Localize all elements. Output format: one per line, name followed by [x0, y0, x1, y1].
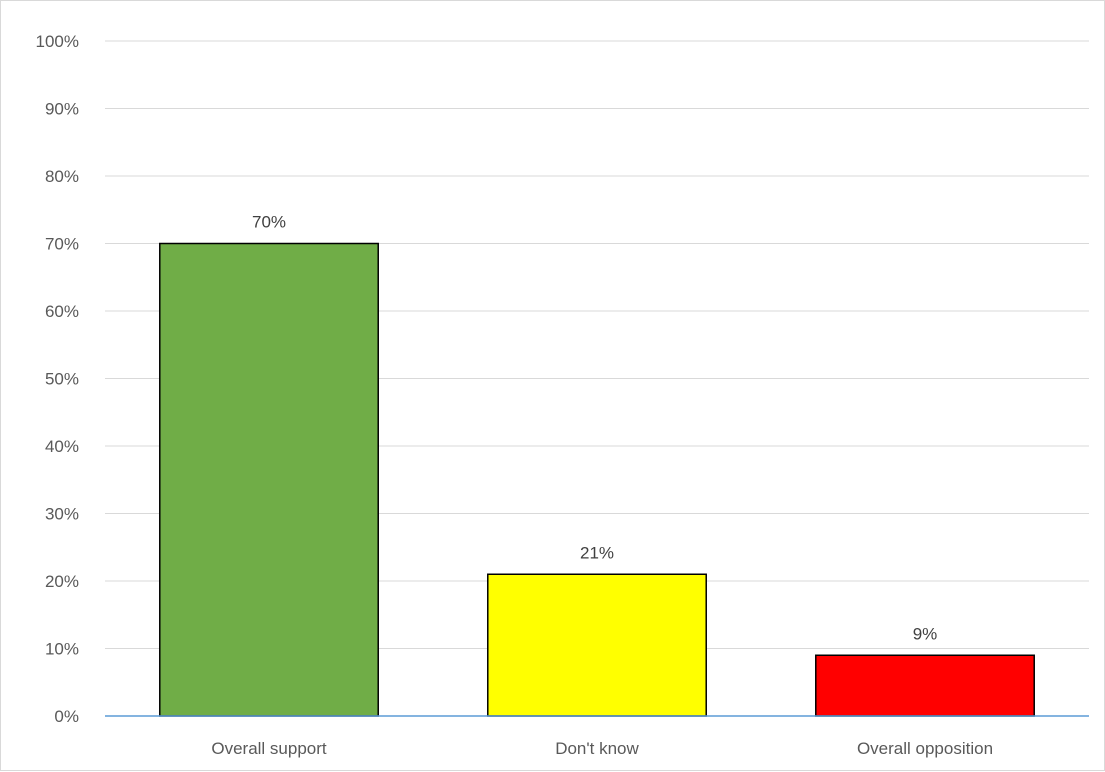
y-tick-label: 90% [45, 100, 79, 119]
y-tick-label: 30% [45, 505, 79, 524]
y-tick-label: 40% [45, 437, 79, 456]
y-tick-label: 10% [45, 640, 79, 659]
bars [159, 242, 1035, 717]
x-category-label: Overall opposition [857, 739, 993, 758]
y-tick-label: 70% [45, 235, 79, 254]
y-tick-label: 50% [45, 370, 79, 389]
x-axis-category-labels: Overall support Don't know Overall opposit… [211, 739, 993, 758]
bar [487, 573, 707, 717]
y-tick-label: 20% [45, 572, 79, 591]
data-label: 70% [252, 213, 286, 232]
y-tick-label: 0% [54, 707, 79, 726]
data-labels: 70% 21% 9% [252, 213, 937, 644]
y-tick-label: 80% [45, 167, 79, 186]
bar [159, 242, 379, 717]
data-label: 21% [580, 543, 614, 562]
y-tick-label: 100% [36, 32, 79, 51]
y-tick-label: 60% [45, 302, 79, 321]
x-category-label: Don't know [555, 739, 639, 758]
bar [815, 654, 1035, 717]
x-category-label: Overall support [211, 739, 327, 758]
data-label: 9% [913, 624, 938, 643]
y-axis-tick-labels: 0% 10% 20% 30% 40% 50% 60% 70% 80% 90% 100% [36, 32, 79, 726]
